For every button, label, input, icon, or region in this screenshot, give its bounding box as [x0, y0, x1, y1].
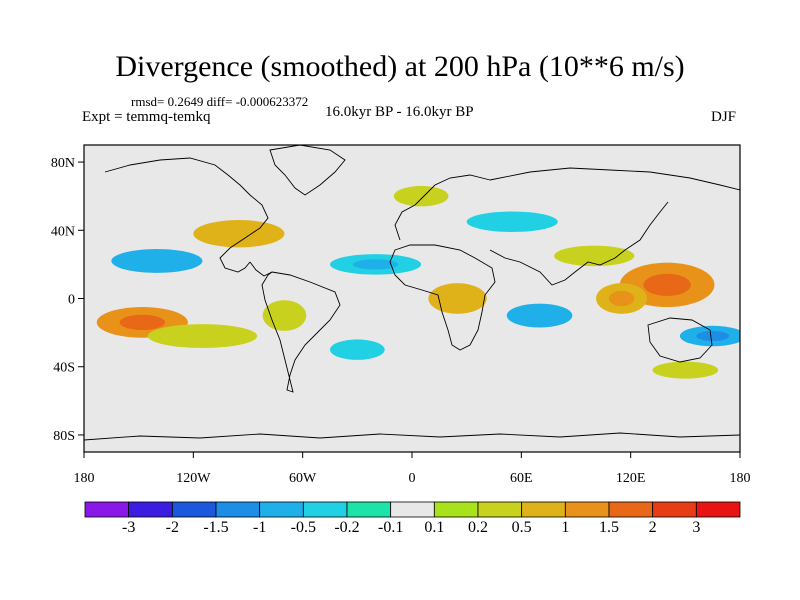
stats-line: rmsd= 0.2649 diff= -0.000623372: [131, 94, 309, 109]
africa-coast: [389, 244, 496, 351]
contour-core-n-pacific-negative: [134, 255, 180, 267]
colorbar-swatch: [608, 501, 654, 518]
colorbar-label: 1.5: [599, 519, 619, 536]
colorbar: [84, 501, 741, 518]
colorbar-swatch: [128, 501, 173, 518]
australia-coast: [647, 317, 713, 363]
central-america-coast: [249, 261, 273, 277]
colorbar-swatch: [433, 501, 479, 518]
latitude-axis: 80N 40N 0 40S 80S: [51, 156, 84, 444]
lat-tick-label: 40N: [51, 224, 75, 239]
longitude-axis: 180 120W 60W 0 60E 120E 180: [74, 452, 751, 486]
south-america-coast: [261, 271, 341, 393]
contour-china-positive: [554, 245, 635, 267]
colorbar-swatch: [652, 501, 697, 518]
colorbar-swatch: [564, 501, 610, 518]
colorbar-label: 2: [648, 519, 657, 536]
lat-tick-label: 0: [68, 293, 75, 308]
period-label: 16.0kyr BP - 16.0kyr BP: [325, 104, 474, 120]
colorbar-label: 0.2: [468, 519, 488, 536]
lon-tick-label: 120W: [176, 471, 211, 486]
contour-s-atlantic-negative: [330, 339, 385, 360]
colorbar-label: 1: [561, 519, 570, 536]
colorbar-label: 0.1: [424, 519, 445, 536]
lon-tick-label: 60W: [289, 471, 317, 486]
contour-core-indian-ocean-negative: [523, 309, 556, 322]
contour-s-pacific-positive: [652, 361, 719, 379]
colorbar-swatch: [390, 501, 435, 518]
colorbar-label: 3: [692, 519, 701, 536]
contour-core-west-pacific-positive: [643, 273, 691, 296]
colorbar-label: -1: [252, 519, 267, 536]
lon-tick-label: 180: [730, 471, 751, 486]
colorbar-swatch: [521, 501, 566, 518]
asia-coast: [489, 167, 740, 286]
lon-tick-label: 0: [409, 471, 416, 486]
contour-core-south-pacific-positive: [119, 314, 166, 331]
north-america-coast: [104, 157, 269, 273]
season-label: DJF: [711, 109, 737, 125]
contour-s-america-positive: [262, 300, 307, 331]
colorbar-swatch: [171, 501, 217, 518]
contour-europe-positive: [393, 185, 449, 207]
colorbar-swatch: [302, 501, 348, 518]
colorbar-swatch: [215, 501, 261, 518]
lat-tick-label: 80S: [53, 429, 75, 444]
page-title: Divergence (smoothed) at 200 hPa (10**6 …: [115, 50, 685, 83]
lat-tick-label: 80N: [51, 156, 75, 171]
contour-asia-negative: [466, 211, 558, 232]
colorbar-label: -0.5: [290, 519, 316, 536]
colorbar-label: -2: [165, 519, 179, 536]
contour-core-africa-positive: [442, 290, 473, 307]
colorbar-swatch: [346, 501, 392, 518]
colorbar-swatch: [477, 501, 523, 518]
experiment-label: Expt = temmq-temkq: [82, 109, 211, 125]
lat-tick-label: 40S: [53, 361, 75, 376]
greenland-coast: [269, 145, 346, 196]
colorbar-label: -1.5: [203, 519, 229, 536]
contour-core-n-america-positive: [216, 226, 262, 241]
colorbar-swatch: [259, 501, 304, 518]
colorbar-label: -3: [121, 519, 136, 536]
colorbar-label: 0.5: [511, 519, 532, 536]
coastlines: [84, 145, 740, 441]
colorbar-swatch: [84, 501, 130, 518]
lon-tick-label: 120E: [616, 471, 646, 486]
contour-south-pacific-band: [147, 324, 258, 348]
contour-core-atlantic-negative: [352, 259, 399, 270]
colorbar-swatch: [695, 501, 741, 518]
europe-coast: [394, 174, 491, 241]
lon-tick-label: 180: [74, 471, 95, 486]
contour-core-maritime-positive: [608, 290, 635, 307]
colorbar-label: -0.2: [334, 519, 360, 536]
colorbar-label: -0.1: [377, 519, 404, 536]
contour-core-pacific-negative-band: [696, 330, 730, 342]
antarctica-coast: [84, 432, 740, 441]
lon-tick-label: 60E: [510, 471, 533, 486]
